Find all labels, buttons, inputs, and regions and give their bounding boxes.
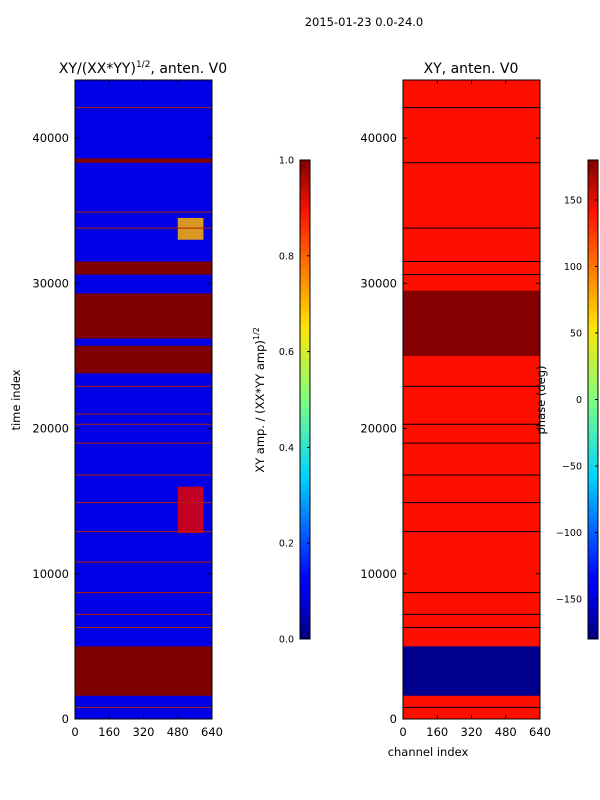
amplitude-panel: XY/(XX*YY)1/2, anten. V0 0 160 320 480 640 0… — [9, 60, 311, 739]
amplitude-colorbar: 0.0 0.2 0.4 0.6 0.8 1.0 XY amp. / (XX*YY amp)… — [252, 156, 311, 646]
phase-x-label: channel index — [388, 745, 469, 759]
amp-colorbar-tick-label: 0.0 — [279, 635, 294, 646]
phase-colorbar-tick-label: 50 — [570, 328, 582, 339]
amp-y-tick-label: 40000 — [32, 131, 69, 145]
phase-y-tick-label: 30000 — [360, 276, 397, 290]
amp-colorbar-tick-label: 1.0 — [279, 156, 294, 167]
amp-heatmap-patch — [177, 217, 204, 240]
phase-heatmap — [403, 80, 540, 719]
amplitude-y-label: time index — [9, 369, 23, 430]
amplitude-title: XY/(XX*YY)1/2, anten. V0 — [59, 60, 227, 77]
phase-y-ticks: 0 10000 20000 30000 40000 — [360, 131, 540, 726]
phase-y-tick-label: 10000 — [360, 567, 397, 581]
phase-colorbar-tick-label: 0 — [576, 395, 582, 406]
phase-title: XY, anten. V0 — [424, 61, 519, 77]
phase-y-tick-label: 0 — [390, 712, 397, 726]
amp-heatmap-background — [75, 80, 212, 719]
amp-y-tick-label: 10000 — [32, 567, 69, 581]
amplitude-colorbar-label: XY amp. / (XX*YY amp)1/2 — [252, 327, 267, 473]
amp-x-tick-label: 320 — [133, 725, 155, 739]
amplitude-colorbar-gradient — [299, 159, 311, 640]
phase-x-tick-label: 640 — [529, 725, 551, 739]
amp-x-tick-label: 160 — [98, 725, 120, 739]
amp-y-tick-label: 30000 — [32, 276, 69, 290]
phase-heatmap-band — [403, 646, 540, 696]
amp-y-tick-label: 20000 — [32, 422, 69, 436]
phase-colorbar-tick-label: −100 — [556, 528, 582, 539]
amp-heatmap-band — [75, 293, 212, 339]
phase-colorbar-tick-label: −50 — [562, 462, 582, 473]
amp-x-tick-label: 480 — [167, 725, 189, 739]
amp-colorbar-tick-label: 0.6 — [279, 347, 294, 358]
amp-x-tick-label: 0 — [71, 725, 78, 739]
phase-colorbar-tick-label: 150 — [564, 195, 582, 206]
phase-colorbar-label: phase (deg) — [534, 365, 548, 434]
amp-heatmap-band — [75, 646, 212, 696]
phase-colorbar-ticks: −150 −100 −50 0 50 100 150 — [556, 195, 598, 606]
amp-colorbar-tick-label: 0.4 — [279, 443, 294, 454]
amp-y-tick-label: 0 — [62, 712, 69, 726]
phase-heatmap-background — [403, 80, 540, 719]
phase-heatmap-band — [403, 290, 540, 356]
phase-panel: XY, anten. V0 0 160 320 480 640 0 10000 20000 3… — [360, 61, 599, 759]
amp-colorbar-tick-label: 0.2 — [279, 539, 294, 550]
amp-heatmap-band — [75, 345, 212, 374]
amp-colorbar-tick-label: 0.8 — [279, 251, 294, 262]
phase-x-tick-label: 0 — [399, 725, 406, 739]
phase-y-tick-label: 20000 — [360, 422, 397, 436]
amplitude-heatmap — [75, 80, 212, 719]
phase-x-tick-label: 160 — [426, 725, 448, 739]
phase-colorbar: −150 −100 −50 0 50 100 150 phase (deg) — [534, 159, 599, 640]
amplitude-x-ticks: 0 160 320 480 640 — [71, 80, 223, 739]
phase-colorbar-tick-label: 100 — [564, 262, 582, 273]
amp-heatmap-band — [75, 158, 212, 163]
phase-x-tick-label: 480 — [495, 725, 517, 739]
amp-x-tick-label: 640 — [201, 725, 223, 739]
amp-heatmap-band — [75, 261, 212, 275]
figure-title: 2015-01-23 0.0-24.0 — [305, 15, 424, 29]
phase-x-ticks: 0 160 320 480 640 — [399, 80, 551, 739]
amplitude-colorbar-ticks: 0.0 0.2 0.4 0.6 0.8 1.0 — [279, 156, 310, 646]
phase-x-tick-label: 320 — [461, 725, 483, 739]
amplitude-y-ticks: 0 10000 20000 30000 40000 — [32, 131, 212, 726]
amp-heatmap-patch — [177, 486, 204, 534]
phase-y-tick-label: 40000 — [360, 131, 397, 145]
phase-colorbar-tick-label: −150 — [556, 595, 582, 606]
